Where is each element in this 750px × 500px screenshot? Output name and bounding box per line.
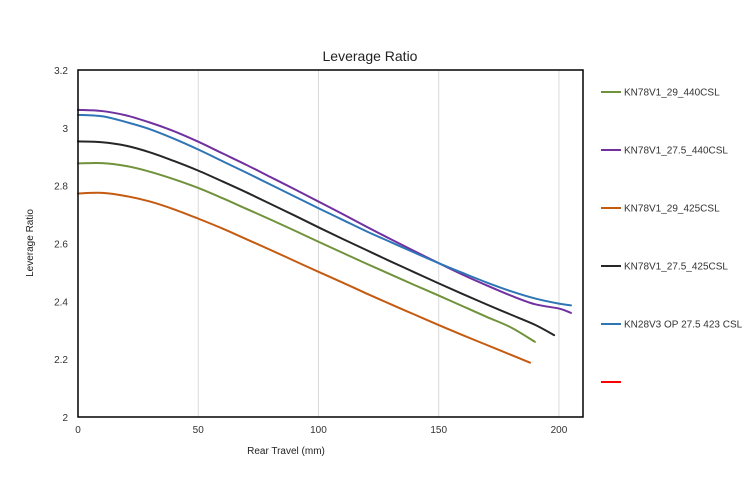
plot-frame <box>77 69 584 418</box>
x-tick-label: 50 <box>193 425 205 436</box>
y-tick-label: 2.6 <box>54 240 68 251</box>
y-tick-label: 3.2 <box>54 66 68 77</box>
x-tick-label: 150 <box>430 425 447 436</box>
y-tick-labels: 2 2.2 2.4 2.6 2.8 3 3.2 <box>54 66 68 424</box>
series-line-2 <box>77 108 572 314</box>
legend-label: KN78V1_29_440CSL <box>624 88 720 99</box>
y-tick-label: 2 <box>62 413 68 424</box>
x-tick-label: 100 <box>310 425 327 436</box>
series-line-3 <box>77 191 532 364</box>
legend-label: KN78V1_29_425CSL <box>624 204 720 215</box>
x-axis-label: Rear Travel (mm) <box>247 446 325 457</box>
y-tick-label: 2.2 <box>54 355 68 366</box>
series-line-4 <box>77 140 556 337</box>
y-tick-label: 3 <box>62 124 68 135</box>
series-line-5 <box>77 113 572 307</box>
legend: KN78V1_29_440CSL KN78V1_27.5_440CSL KN78V1… <box>601 88 743 383</box>
y-tick-label: 2.8 <box>54 182 68 193</box>
x-tick-labels: 0 50 100 150 200 <box>75 425 568 436</box>
plot-series <box>77 108 572 364</box>
legend-label: KN78V1_27.5_440CSL <box>624 146 728 157</box>
y-tick-label: 2.4 <box>54 297 68 308</box>
legend-label: KN78V1_27.5_425CSL <box>624 262 728 273</box>
x-tick-label: 200 <box>551 425 568 436</box>
legend-label: KN28V3 OP 27.5 423 CSL <box>624 320 743 331</box>
series-line-1 <box>77 161 536 343</box>
grid-lines <box>197 70 560 417</box>
chart-title: Leverage Ratio <box>323 48 418 64</box>
y-axis-label: Leverage Ratio <box>25 209 36 277</box>
x-tick-label: 0 <box>75 425 81 436</box>
